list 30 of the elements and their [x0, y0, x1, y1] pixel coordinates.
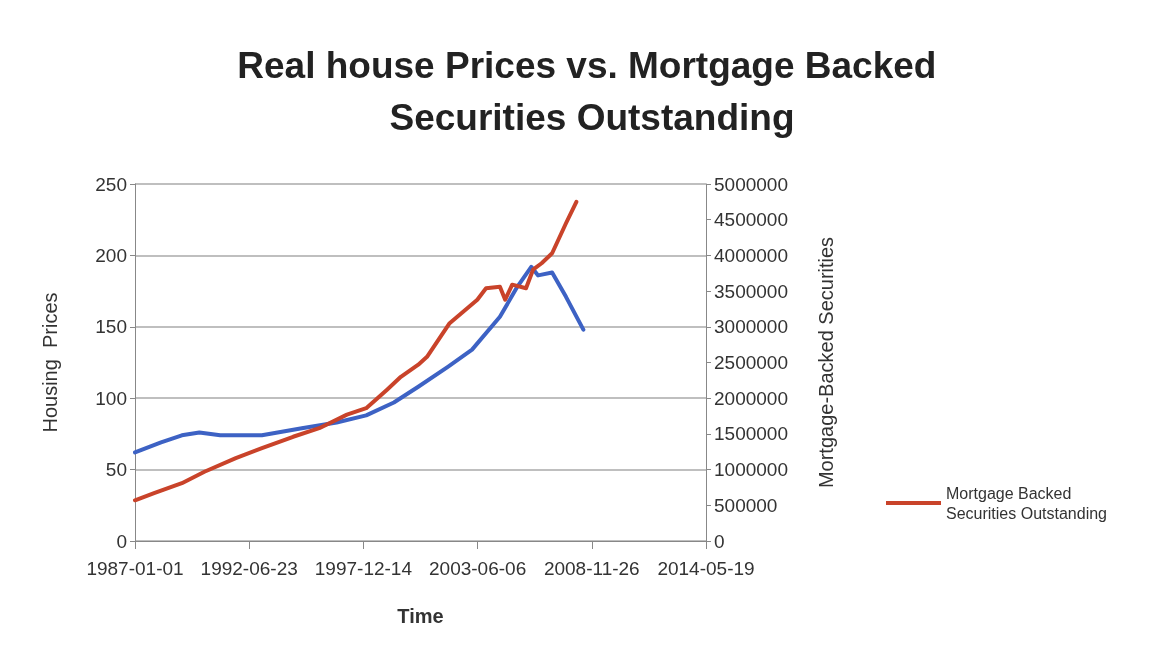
x-tick-label: 2003-06-06	[429, 558, 527, 579]
y2-tick-label: 2500000	[714, 352, 788, 373]
y-tick-label: 50	[105, 459, 127, 481]
y-tick-label: 250	[95, 173, 127, 195]
chart-title: Real house Prices vs. Mortgage Backed Securities Outstanding	[237, 44, 947, 138]
x-tick-label: 1987-01-01	[86, 558, 184, 579]
y-tick-label: 150	[95, 316, 127, 338]
y2-tick-label: 4000000	[714, 244, 788, 266]
y2-tick-label: 500000	[714, 494, 778, 516]
y2-axis-title: Mortgage-Backed Securities	[815, 236, 837, 489]
y2-tick-label: 0	[714, 530, 725, 552]
y2-tick-label: 4500000	[714, 209, 788, 231]
legend-label: Mortgage Backed Securities Outstanding	[946, 484, 1107, 522]
y2-tick-label: 3000000	[714, 316, 788, 338]
line-series	[133, 264, 586, 455]
x-tick-label: 2014-05-19	[657, 558, 755, 579]
x-axis-title: Time	[397, 605, 444, 627]
y-tick-label: 200	[95, 244, 127, 266]
x-tick-label: 1992-06-23	[200, 558, 298, 579]
y2-tick-label: 5000000	[714, 173, 788, 195]
y2-tick-label: 1000000	[714, 459, 788, 481]
x-tick-label: 1997-12-14	[314, 558, 413, 579]
x-tick-label: 2008-11-26	[543, 558, 640, 579]
y-axis-title: Housing Prices	[39, 292, 61, 433]
y2-tick-label: 2000000	[714, 387, 788, 409]
y2-tick-label: 1500000	[714, 423, 788, 445]
line-series	[133, 199, 579, 503]
y2-tick-label: 3500000	[714, 280, 788, 302]
y-tick-label: 100	[95, 387, 127, 409]
y-tick-label: 0	[116, 530, 127, 552]
